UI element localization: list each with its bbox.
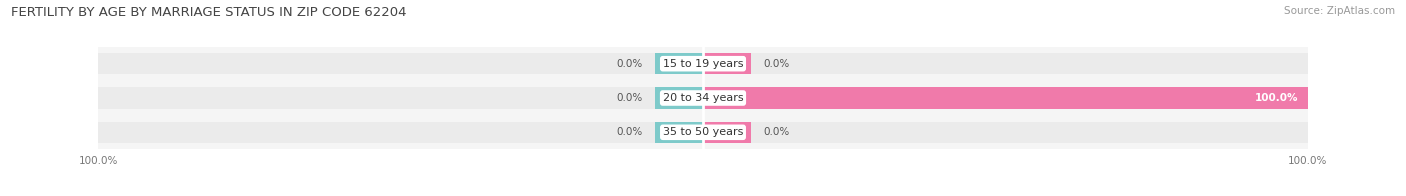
Bar: [703, 53, 1308, 74]
Bar: [703, 122, 751, 143]
Bar: [98, 87, 703, 109]
Bar: [703, 87, 1308, 109]
Text: 100.0%: 100.0%: [1256, 93, 1299, 103]
Bar: [703, 53, 751, 74]
Bar: [703, 122, 1308, 143]
Text: 0.0%: 0.0%: [616, 127, 643, 137]
Text: 15 to 19 years: 15 to 19 years: [662, 59, 744, 69]
Bar: [98, 47, 1308, 81]
Text: 0.0%: 0.0%: [763, 59, 790, 69]
Bar: [98, 53, 703, 74]
Text: 35 to 50 years: 35 to 50 years: [662, 127, 744, 137]
Bar: [98, 122, 703, 143]
Text: FERTILITY BY AGE BY MARRIAGE STATUS IN ZIP CODE 62204: FERTILITY BY AGE BY MARRIAGE STATUS IN Z…: [11, 6, 406, 19]
Bar: [655, 122, 703, 143]
Bar: [655, 87, 703, 109]
Text: 0.0%: 0.0%: [616, 93, 643, 103]
Bar: [98, 81, 1308, 115]
Bar: [98, 115, 1308, 150]
Text: 20 to 34 years: 20 to 34 years: [662, 93, 744, 103]
Text: 0.0%: 0.0%: [763, 127, 790, 137]
Text: 0.0%: 0.0%: [616, 59, 643, 69]
Bar: [655, 53, 703, 74]
Text: Source: ZipAtlas.com: Source: ZipAtlas.com: [1284, 6, 1395, 16]
Bar: [703, 87, 1308, 109]
